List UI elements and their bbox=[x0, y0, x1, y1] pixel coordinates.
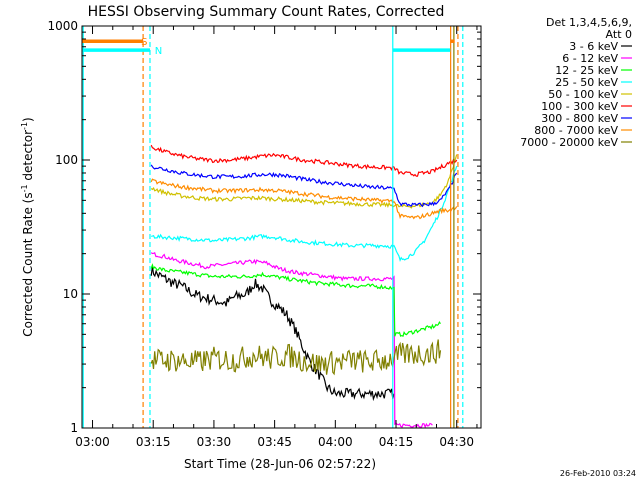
legend-entry-7: 800 - 7000 keV bbox=[534, 124, 618, 137]
orange-flag-bar-label: S bbox=[141, 37, 147, 48]
legend-entry-6: 300 - 800 keV bbox=[541, 112, 618, 125]
legend-entry-5: 100 - 300 keV bbox=[541, 100, 618, 113]
plot-frame bbox=[81, 25, 482, 429]
series-line-6 bbox=[150, 164, 458, 208]
y-tick-label-2: 100 bbox=[55, 153, 78, 167]
legend-entry-0: 3 - 6 keV bbox=[569, 40, 618, 53]
legend-header-line-1: Det 1,3,4,5,6,9, bbox=[546, 16, 632, 29]
x-tick-label-0: 03:00 bbox=[75, 435, 110, 449]
x-tick-label-5: 04:15 bbox=[379, 435, 414, 449]
x-tick-label-1: 03:15 bbox=[136, 435, 171, 449]
legend-header-line-2: Att 0 bbox=[606, 28, 632, 41]
series-line-1 bbox=[150, 251, 433, 429]
x-tick-label-2: 03:30 bbox=[197, 435, 232, 449]
legend-entry-1: 6 - 12 keV bbox=[562, 52, 618, 65]
series-line-0 bbox=[150, 266, 395, 402]
y-axis-title-sup-2: -1 bbox=[20, 122, 29, 130]
y-tick-label-3: 1000 bbox=[47, 19, 78, 33]
series-line-5 bbox=[150, 144, 458, 177]
y-axis-title: Corrected Count Rate (s-1 detector-1) bbox=[20, 117, 35, 336]
chart-title: HESSI Observing Summary Count Rates, Cor… bbox=[88, 4, 445, 20]
y-tick-label-1: 10 bbox=[63, 287, 78, 301]
series-line-2 bbox=[150, 263, 441, 338]
series-line-3 bbox=[151, 165, 458, 262]
x-axis-title: Start Time (28-Jun-06 02:57:22) bbox=[184, 457, 376, 471]
series-line-7 bbox=[150, 178, 458, 220]
series-line-8 bbox=[150, 339, 442, 376]
y-tick-label-0: 1 bbox=[70, 421, 78, 435]
legend-entry-2: 12 - 25 keV bbox=[555, 64, 618, 77]
cyan-flag-bar-label: N bbox=[155, 46, 162, 57]
axis-ticks: 03:00 03:15 03:30 03:45 04:00 04:15 04:30 1 10 10… bbox=[47, 19, 481, 449]
x-tick-label-3: 03:45 bbox=[257, 435, 292, 449]
x-tick-label-6: 04:30 bbox=[439, 435, 474, 449]
y-axis-title-part-3: ) bbox=[21, 117, 35, 122]
legend-entry-8: 7000 - 20000 keV bbox=[520, 136, 618, 149]
legend-entry-4: 50 - 100 keV bbox=[548, 88, 618, 101]
y-axis-title-part-2: detector bbox=[21, 130, 35, 185]
plot-content: SN bbox=[82, 26, 464, 429]
legend-entry-3: 25 - 50 keV bbox=[555, 76, 618, 89]
x-tick-label-4: 04:00 bbox=[318, 435, 353, 449]
footer-timestamp: 26-Feb-2010 03:24 bbox=[560, 469, 636, 478]
y-axis-title-part-1: Corrected Count Rate (s bbox=[21, 192, 35, 336]
y-axis-title-sup-1: -1 bbox=[20, 184, 29, 192]
series-line-4 bbox=[150, 154, 458, 209]
